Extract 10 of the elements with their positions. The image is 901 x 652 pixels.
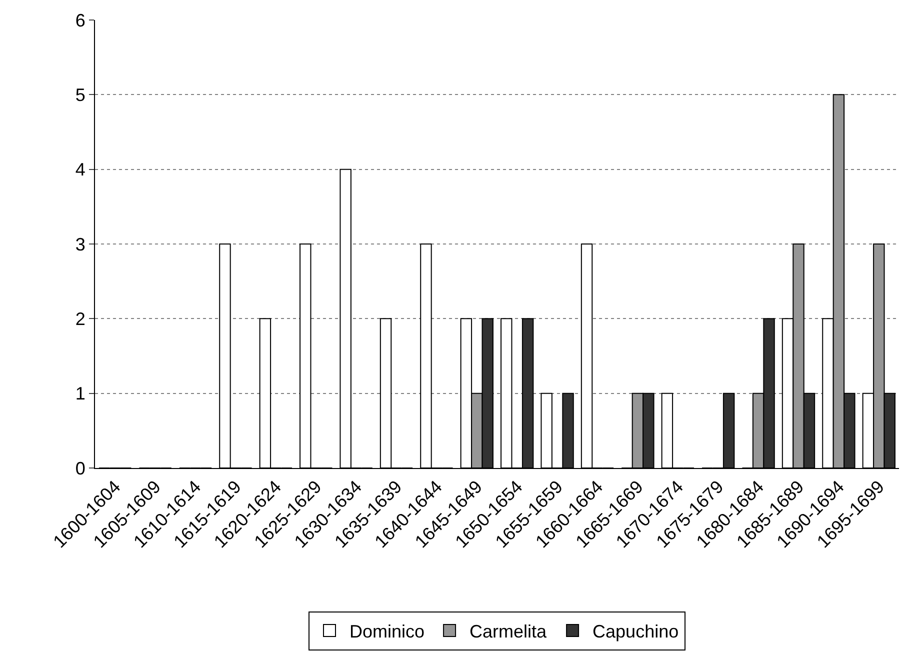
y-tick-label: 2: [75, 308, 86, 329]
y-tick-label: 3: [75, 234, 86, 254]
y-tick-label: 5: [75, 84, 86, 105]
y-tick-label: 4: [75, 160, 86, 180]
y-tick-label: 1: [75, 384, 86, 404]
legend-label: Carmelita: [470, 622, 548, 642]
y-tick-label: 6: [75, 10, 86, 30]
legend-label: Dominico: [350, 622, 425, 642]
legend-label: Capuchino: [592, 622, 679, 642]
y-tick-label: 0: [75, 458, 86, 478]
